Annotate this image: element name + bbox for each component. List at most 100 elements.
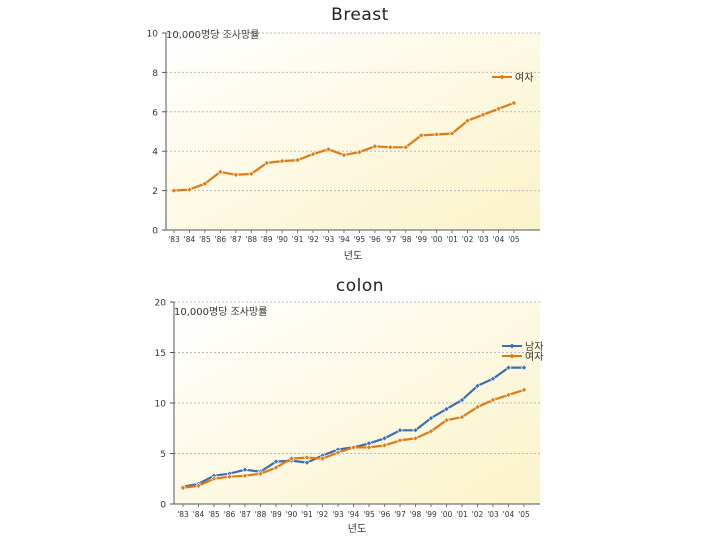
colon-data-point-female <box>210 475 218 482</box>
colon-data-point-female <box>458 414 466 421</box>
breast-x-axis-label: 년도 <box>344 250 362 262</box>
breast-data-point-female <box>418 132 425 139</box>
breast-data-point-female <box>279 158 286 165</box>
colon-x-tick-label: '98 <box>410 510 422 519</box>
colon-x-tick-label: '90 <box>286 510 298 519</box>
colon-data-point-male <box>443 406 450 413</box>
colon-data-point-male <box>505 364 512 371</box>
breast-data-point-female <box>356 149 363 156</box>
colon-legend-label-male: 남자 <box>525 341 543 353</box>
breast-x-tick-label: '89 <box>261 235 273 244</box>
colon-x-tick-label: '95 <box>363 510 375 519</box>
colon-data-point-male <box>520 364 528 371</box>
colon-x-tick-label: '01 <box>456 510 468 519</box>
breast-legend-label-female: 여자 <box>515 72 533 84</box>
breast-x-tick-label: '95 <box>354 235 366 244</box>
breast-data-point-female <box>449 130 456 137</box>
breast-y-tick-label: 10 <box>147 30 159 40</box>
colon-y-tick-label: 10 <box>155 400 167 410</box>
colon-x-tick-label: '83 <box>177 510 189 519</box>
colon-x-tick-label: '05 <box>518 510 530 519</box>
colon-data-point-male <box>412 427 419 434</box>
colon-data-point-female <box>520 386 528 393</box>
breast-data-point-female <box>387 144 394 151</box>
colon-data-point-female <box>505 391 512 398</box>
breast-y-axis-label: 10,000명당 조사망률 <box>166 29 259 41</box>
colon-legend-marker-female <box>509 353 515 359</box>
colon-x-tick-label: '92 <box>317 510 329 519</box>
breast-y-tick-label: 8 <box>152 69 158 79</box>
breast-data-point-female <box>479 111 487 118</box>
colon-x-tick-label: '04 <box>503 510 515 519</box>
breast-data-point-female <box>433 131 440 138</box>
colon-data-point-female <box>319 455 326 462</box>
breast-x-tick-label: '88 <box>245 235 257 244</box>
colon-x-tick-label: '86 <box>224 510 236 519</box>
breast-chart: 10,000명당 조사망률 0 2 4 6 8 10 '83 '84'85 '86'87'88 '8… <box>147 29 540 262</box>
colon-y-tick-label: 15 <box>155 349 166 359</box>
colon-data-point-female <box>288 455 295 462</box>
breast-data-point-female <box>510 99 517 106</box>
colon-data-point-male <box>458 396 466 403</box>
breast-data-point-female <box>263 159 270 167</box>
breast-data-point-female <box>201 180 208 187</box>
breast-x-tick-label: '03 <box>477 235 489 244</box>
colon-legend-label-female: 여자 <box>525 351 543 363</box>
breast-x-tick-label: '99 <box>415 235 427 244</box>
colon-x-tick-label: '94 <box>348 510 360 519</box>
breast-data-point-female <box>310 151 317 158</box>
colon-x-tick-label: '91 <box>301 510 313 519</box>
colon-data-point-female <box>474 404 481 411</box>
breast-data-point-female <box>232 171 239 178</box>
breast-legend-marker-female <box>499 74 505 80</box>
breast-x-tick-label: '02 <box>462 235 474 244</box>
chart-title-breast: Breast <box>331 5 389 25</box>
breast-y-tick-label: 0 <box>152 227 158 237</box>
colon-x-tick-label: '88 <box>255 510 267 519</box>
colon-data-point-female <box>427 428 435 435</box>
breast-y-tick-label: 2 <box>152 187 158 197</box>
breast-data-point-female <box>325 146 332 153</box>
colon-data-point-female <box>272 464 280 471</box>
colon-y-tick-label: 0 <box>160 501 166 511</box>
colon-x-tick-label: '99 <box>425 510 437 519</box>
colon-data-point-female <box>365 444 373 451</box>
breast-x-tick-label: '97 <box>384 235 396 244</box>
breast-x-tick-label: '01 <box>446 235 458 244</box>
colon-legend-marker-male <box>509 343 515 349</box>
colon-x-tick-label: '87 <box>239 510 251 519</box>
colon-data-point-male <box>272 458 280 465</box>
breast-data-point-female <box>371 143 378 150</box>
colon-y-tick-label: 5 <box>160 450 166 460</box>
colon-x-tick-label: '03 <box>487 510 499 519</box>
breast-y-tick-label: 6 <box>152 108 158 118</box>
colon-data-point-female <box>257 470 264 477</box>
colon-data-point-male <box>427 415 435 422</box>
breast-data-point-female <box>248 170 255 177</box>
breast-data-point-female <box>170 187 178 194</box>
colon-data-point-female <box>443 417 450 424</box>
breast-data-point-female <box>294 157 301 164</box>
breast-data-point-female <box>495 105 502 112</box>
colon-data-point-female <box>412 435 419 442</box>
colon-x-axis-label: 년도 <box>348 523 366 535</box>
breast-data-point-female <box>464 117 471 124</box>
colon-y-tick-label: 20 <box>155 299 167 309</box>
breast-x-tick-label: '85 <box>199 235 211 244</box>
colon-y-axis-label: 10,000명당 조사망률 <box>174 306 267 318</box>
colon-data-point-female <box>226 473 233 480</box>
colon-data-point-female <box>350 444 357 451</box>
colon-data-point-male <box>474 382 481 389</box>
breast-x-tick-label: '00 <box>431 235 443 244</box>
colon-data-point-male <box>381 435 388 442</box>
breast-x-tick-label: '05 <box>508 235 520 244</box>
breast-plot-area <box>166 33 540 230</box>
breast-x-tick-label: '91 <box>292 235 304 244</box>
colon-data-point-male <box>303 459 311 466</box>
breast-data-point-female <box>340 152 347 159</box>
colon-data-point-female <box>241 472 249 479</box>
colon-x-tick-label: '89 <box>270 510 282 519</box>
breast-y-tick-label: 4 <box>152 148 158 158</box>
breast-x-tick-label: '83 <box>168 235 180 244</box>
